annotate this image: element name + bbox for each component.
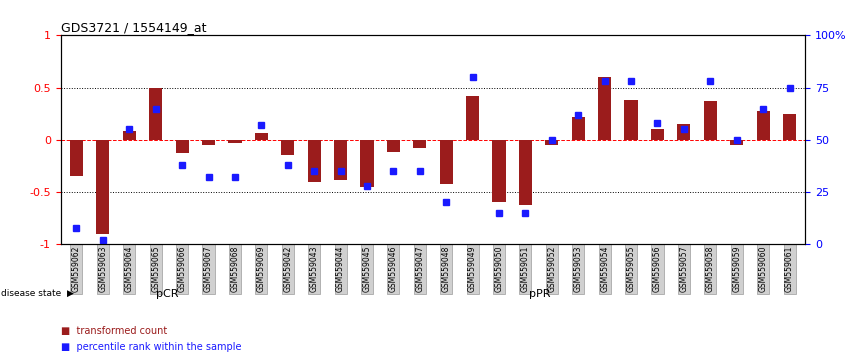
Bar bbox=[730, 140, 743, 145]
Bar bbox=[123, 131, 136, 140]
Text: pCR: pCR bbox=[156, 289, 178, 299]
Bar bbox=[598, 77, 611, 140]
Bar bbox=[255, 132, 268, 140]
Bar bbox=[546, 140, 559, 145]
Bar bbox=[493, 140, 506, 202]
Bar bbox=[281, 140, 294, 155]
Text: pPR: pPR bbox=[528, 289, 550, 299]
Bar bbox=[677, 124, 690, 140]
Bar bbox=[572, 117, 585, 140]
Bar bbox=[651, 129, 664, 140]
Bar bbox=[413, 140, 426, 148]
Bar bbox=[387, 140, 400, 152]
Bar bbox=[360, 140, 373, 187]
Bar bbox=[229, 140, 242, 143]
Bar bbox=[96, 140, 109, 234]
Bar bbox=[783, 114, 796, 140]
Bar bbox=[149, 88, 162, 140]
Text: disease state  ▶: disease state ▶ bbox=[1, 289, 74, 298]
Bar bbox=[334, 140, 347, 179]
Bar bbox=[466, 96, 479, 140]
Bar bbox=[624, 100, 637, 140]
Bar bbox=[176, 140, 189, 153]
Text: ■  percentile rank within the sample: ■ percentile rank within the sample bbox=[61, 342, 241, 352]
Bar bbox=[202, 140, 215, 145]
Bar bbox=[70, 140, 83, 176]
Text: GDS3721 / 1554149_at: GDS3721 / 1554149_at bbox=[61, 21, 206, 34]
Text: ■  transformed count: ■ transformed count bbox=[61, 326, 167, 336]
Bar bbox=[440, 140, 453, 184]
Bar bbox=[307, 140, 320, 182]
Bar bbox=[704, 101, 717, 140]
Bar bbox=[519, 140, 532, 205]
Bar bbox=[757, 110, 770, 140]
